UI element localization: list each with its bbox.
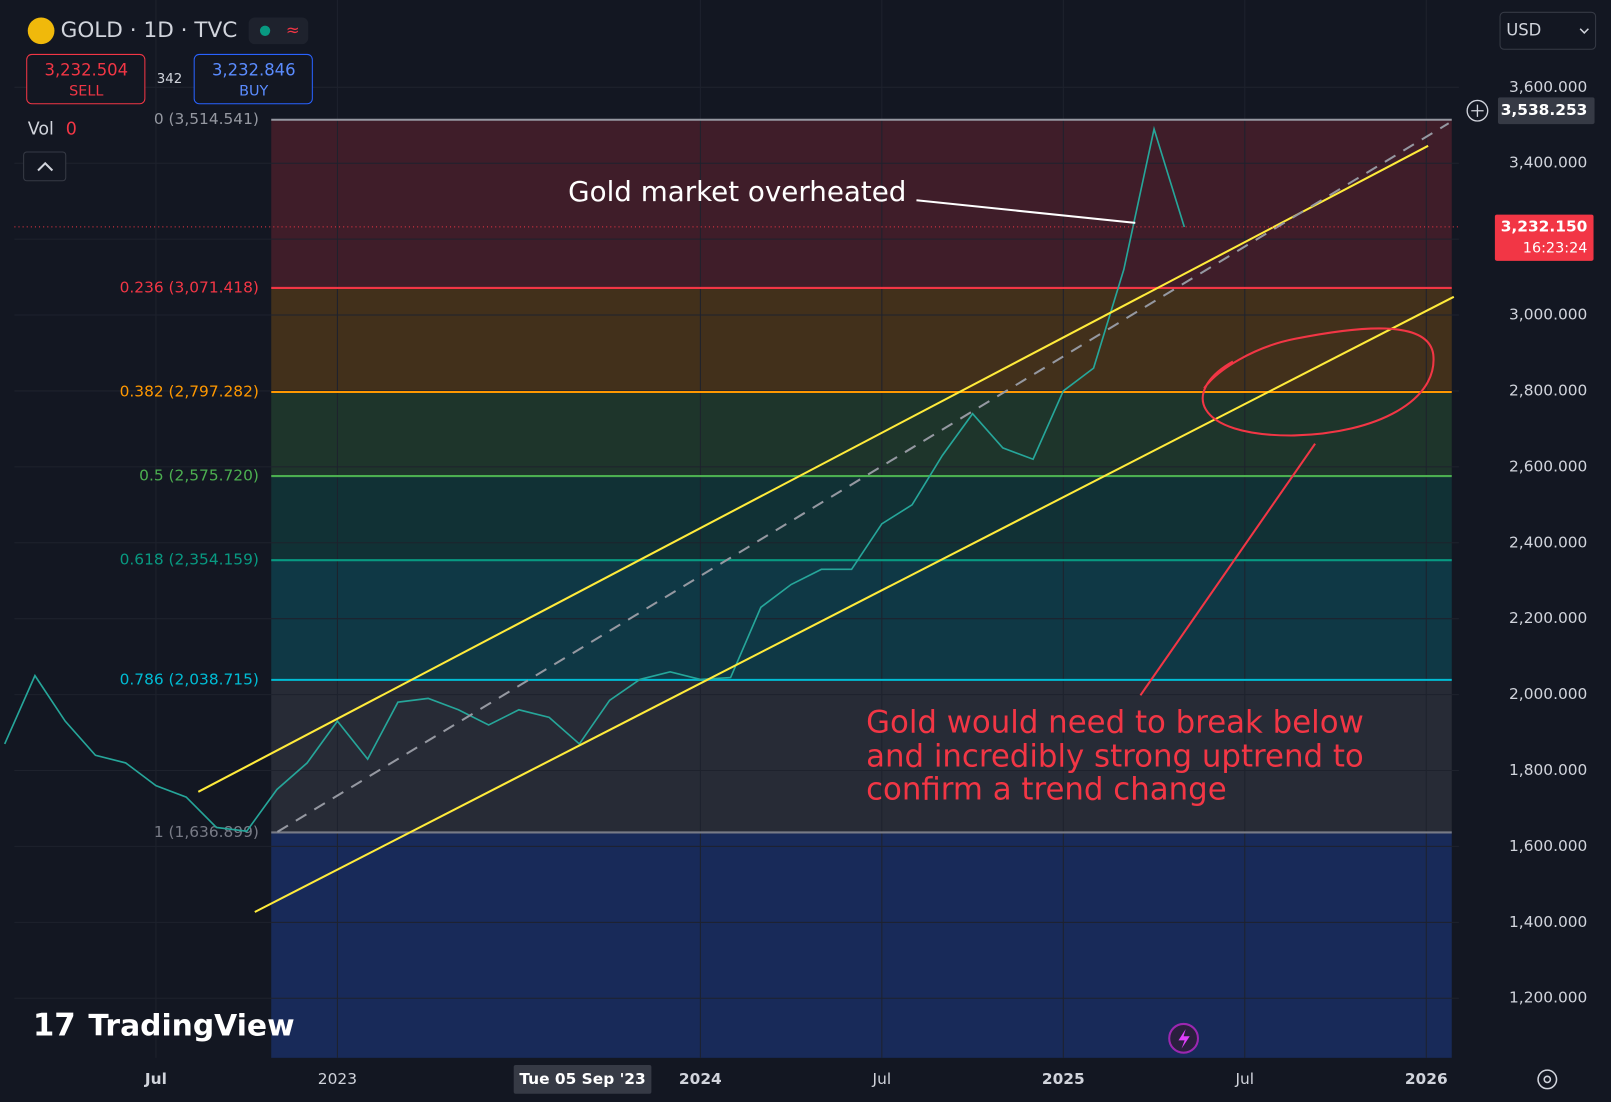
y-tick-label: 2,600.000: [1509, 457, 1587, 475]
annotation: Gold would need to break below: [866, 705, 1364, 741]
y-tick-label: 3,400.000: [1509, 154, 1587, 172]
annotation: confirm a trend change: [866, 771, 1227, 807]
collapse-icon: [37, 161, 54, 172]
buy-button[interactable]: [193, 53, 313, 105]
y-tick-label: 2,800.000: [1509, 381, 1587, 399]
y-tick-label: 1,200.000: [1509, 989, 1587, 1007]
fib-label: 0.5 (2,575.720): [139, 467, 259, 485]
status-pill: [248, 17, 309, 45]
currency: USD: [1506, 20, 1541, 39]
fib-band: [271, 287, 1452, 392]
fib-band: [271, 560, 1452, 680]
y-tick-label: 3,600.000: [1509, 78, 1587, 96]
crosshair-price-label: 3,538.253: [1501, 101, 1588, 119]
y-tick-label: 2,000.000: [1509, 685, 1587, 703]
buy-price: 3,232.846: [212, 60, 296, 79]
x-tick-label: Jul: [1235, 1070, 1255, 1088]
fib-levels: 0 (3,514.541) 0.236 (3,071.418) 0.382 (2,7…: [120, 110, 1452, 841]
x-tick-label: 2024: [679, 1070, 722, 1088]
spread: 342: [157, 72, 182, 87]
buy-label: BUY: [239, 83, 268, 99]
annotation: Gold market overheated: [568, 175, 906, 208]
last-price-box: [1494, 214, 1594, 261]
settings-icon-core: [1543, 1075, 1552, 1084]
y-tick-label: 1,400.000: [1509, 913, 1587, 931]
status-icon: ≈: [286, 20, 300, 39]
collapse-button[interactable]: [23, 151, 67, 182]
y-tick-label: 2,400.000: [1509, 533, 1587, 551]
alert-bolt: [1178, 1029, 1190, 1049]
channel-lower: [254, 295, 1455, 913]
fib-band-extension: [271, 832, 1452, 1058]
logo: TradingView: [88, 1009, 294, 1044]
fib-label: 0.618 (2,354.159): [120, 551, 259, 569]
fib-label: 0.382 (2,797.282): [120, 382, 259, 400]
currency-dropdown[interactable]: [1499, 11, 1597, 50]
add-alert-button[interactable]: [1466, 99, 1489, 122]
sell-button[interactable]: [26, 53, 146, 105]
fib-label: 1 (1,636.899): [154, 823, 259, 841]
vol-value: 0: [66, 119, 77, 139]
crosshair-price-box: [1497, 97, 1595, 125]
crosshair-date-box: [513, 1065, 652, 1094]
annotation-arrow: [916, 199, 1136, 224]
highlight-ellipse: [1201, 327, 1435, 437]
sell-price: 3,232.504: [45, 60, 129, 79]
dropdown-icon: [1579, 28, 1589, 34]
grid: [14, 0, 1459, 1058]
y-tick-label: 1,800.000: [1509, 761, 1587, 779]
axes: 1,200.000 1,400.000 1,600.000 1,800.000 2,00…: [14, 78, 1595, 1094]
last-price-label: 3,232.150: [1501, 217, 1588, 235]
fib-label: 0.786 (2,038.715): [120, 670, 259, 688]
symbol-title: GOLD · 1D · TVC: [61, 18, 238, 43]
vol-label: Vol: [28, 119, 54, 139]
annotation-arrow: [1139, 443, 1316, 696]
y-tick-label: 3,000.000: [1509, 306, 1587, 324]
annotation: and incredibly strong uptrend to: [866, 738, 1364, 774]
price-series: [3, 125, 1186, 833]
x-tick-label: 2023: [318, 1070, 357, 1088]
x-tick-label: Jul: [144, 1070, 167, 1088]
fib-label: 0.236 (3,071.418): [120, 278, 259, 296]
logo-mark: 17: [33, 1008, 76, 1044]
symbol-icon: [27, 17, 55, 45]
y-tick-label: 1,600.000: [1509, 837, 1587, 855]
countdown: 16:23:24: [1523, 240, 1588, 256]
fib-band: [271, 476, 1452, 561]
fib-bands: [271, 119, 1452, 1058]
price-line: [3, 125, 1186, 833]
channel-upper: [197, 144, 1429, 793]
x-tick-label: Jul: [872, 1070, 892, 1088]
add-icon: [1471, 104, 1484, 117]
crosshair-date-label: Tue 05 Sep '23: [519, 1070, 645, 1088]
status-dot: [259, 25, 271, 36]
sell-label: SELL: [69, 83, 103, 99]
fib-band: [271, 119, 1452, 288]
x-tick-label: 2025: [1042, 1070, 1085, 1088]
settings-icon[interactable]: [1537, 1069, 1558, 1090]
x-tick-label: 2026: [1405, 1070, 1448, 1088]
fib-label: 0 (3,514.541): [154, 110, 259, 128]
y-tick-label: 2,200.000: [1509, 609, 1587, 627]
fib-band: [271, 679, 1452, 833]
